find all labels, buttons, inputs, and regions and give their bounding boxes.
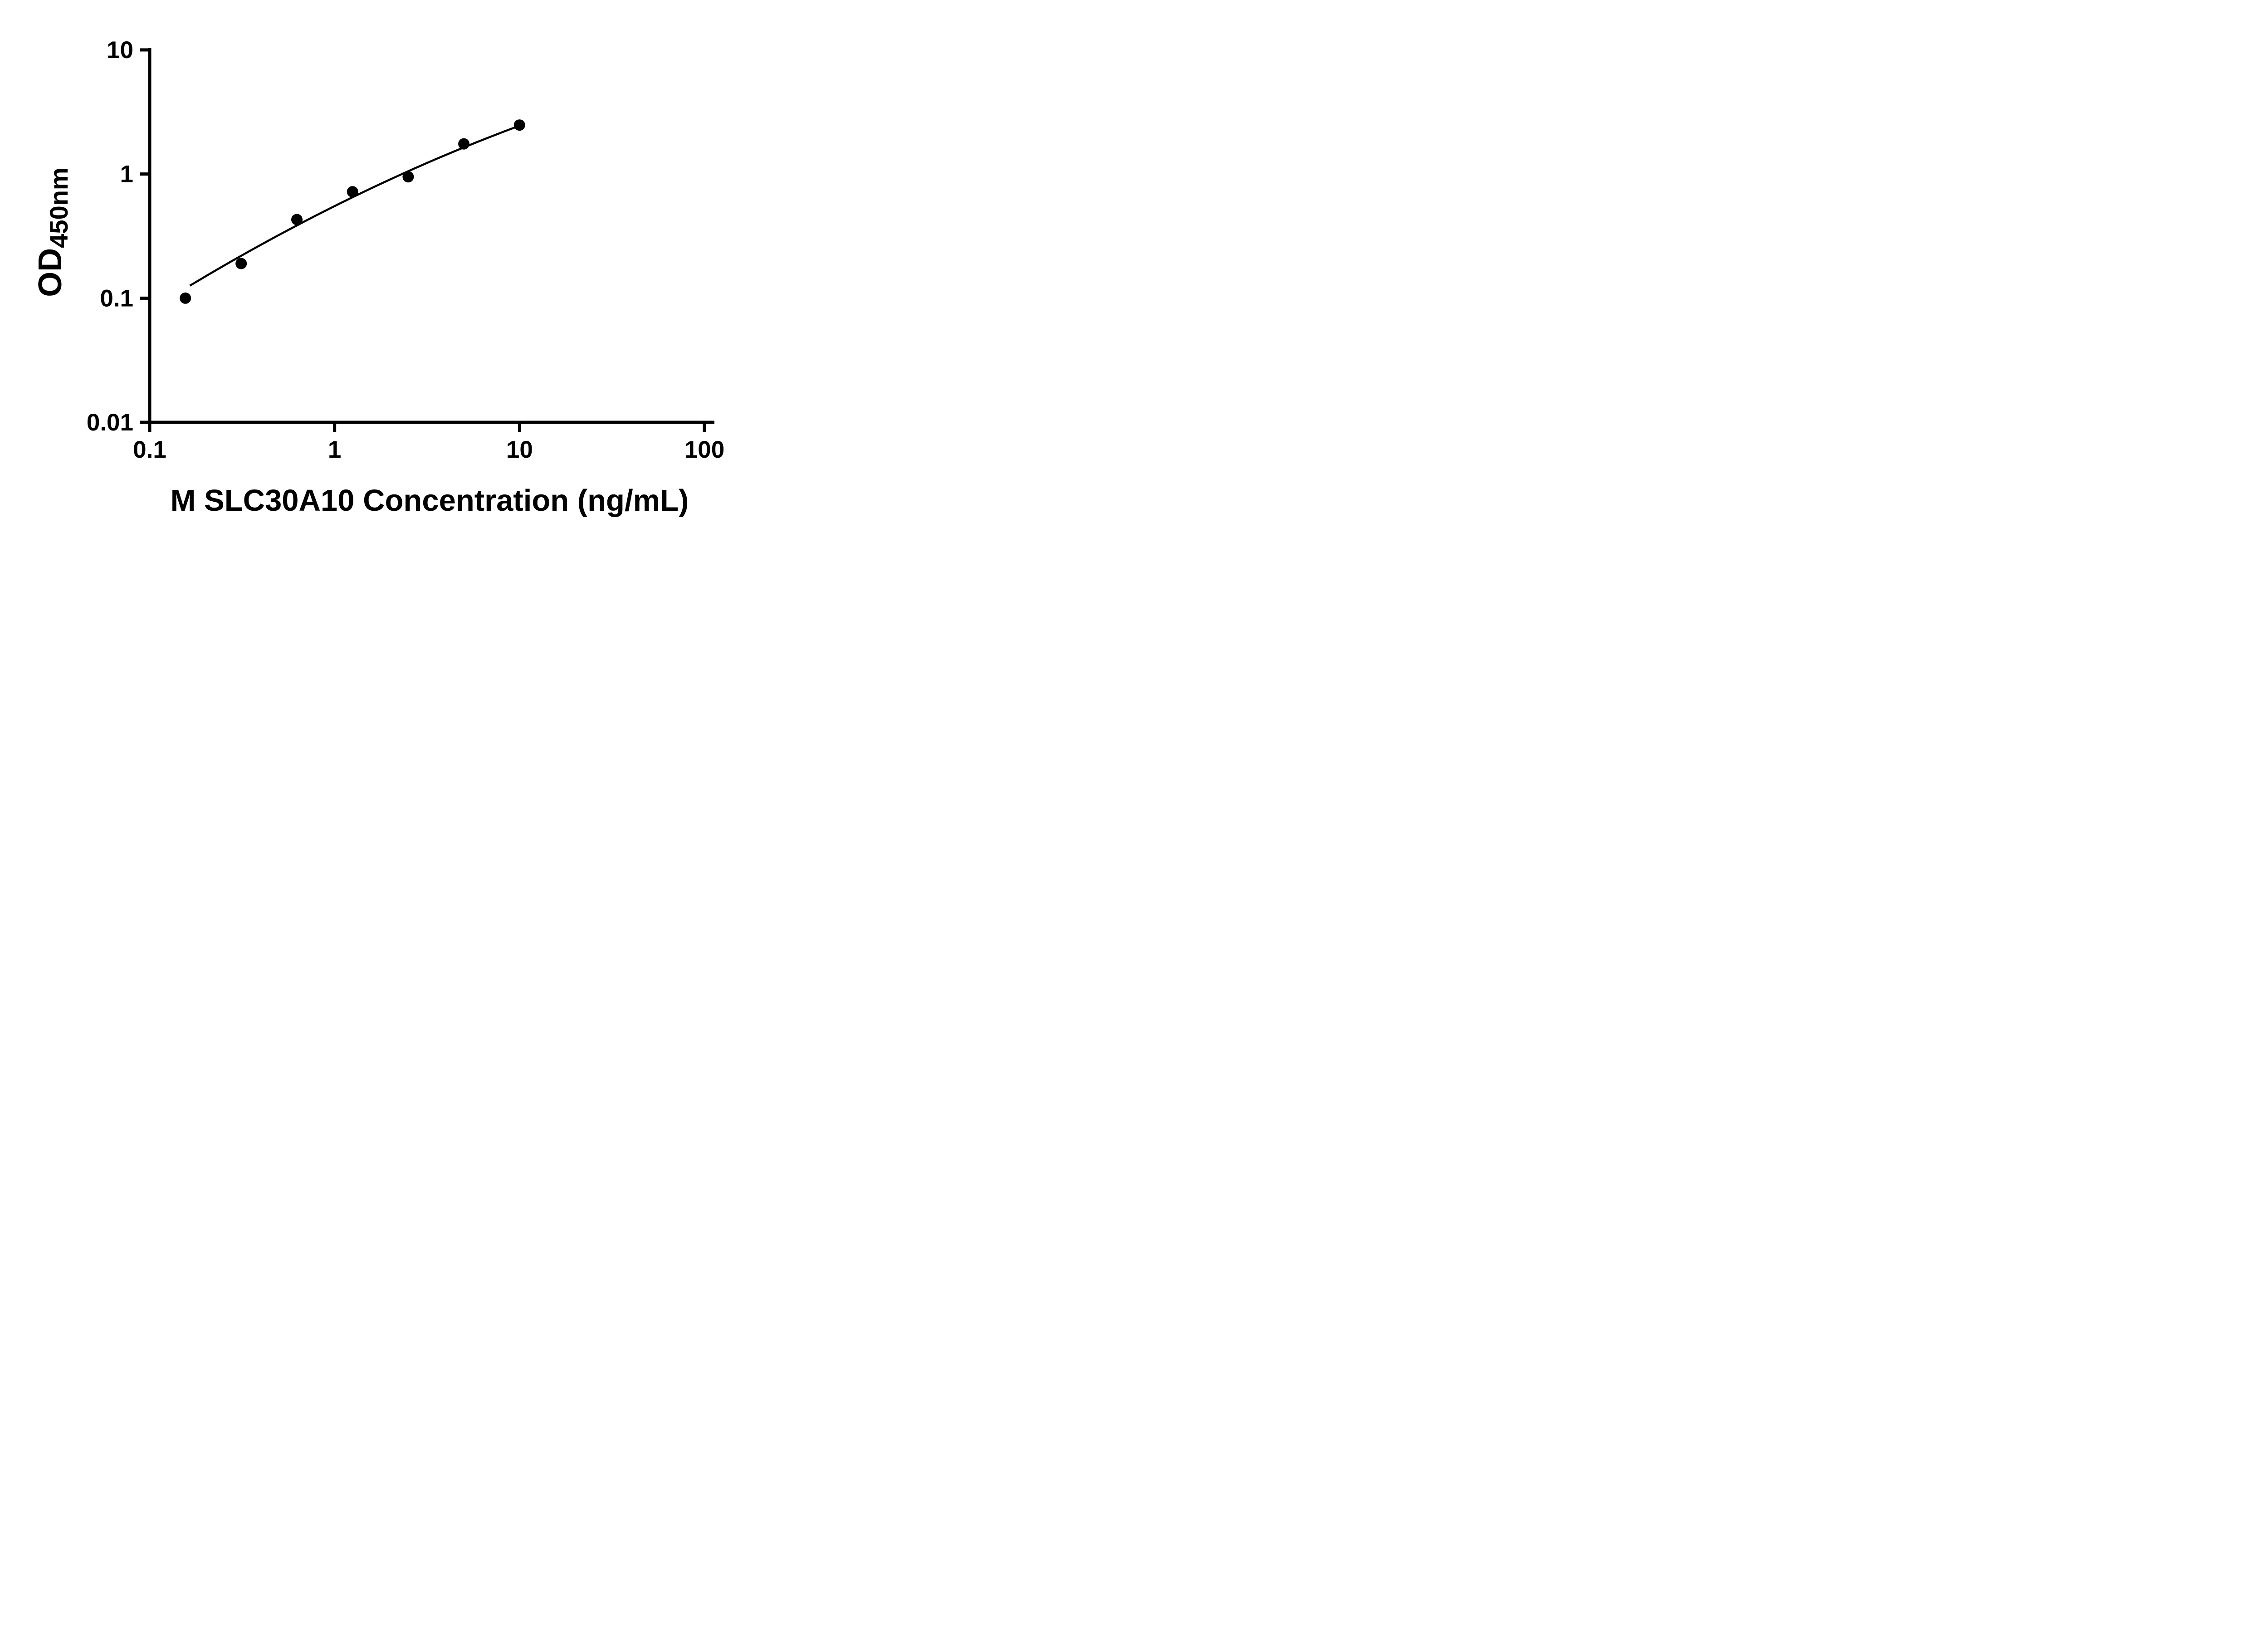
y-axis-title-main: OD xyxy=(32,248,68,297)
data-point xyxy=(235,258,247,269)
page: 0.1 1 10 100 10 1 0.1 0.01 M SLC30A10 Concentra… xyxy=(0,0,777,544)
y-tick-label: 0.1 xyxy=(100,285,133,312)
data-point xyxy=(458,138,470,150)
tick-marks xyxy=(140,48,706,432)
data-points xyxy=(180,119,525,304)
y-tick-label: 0.01 xyxy=(87,409,133,436)
x-tick-label: 1 xyxy=(328,436,341,463)
data-point xyxy=(180,292,191,304)
data-point xyxy=(347,186,358,198)
y-axis-title: OD450nm xyxy=(32,167,73,297)
data-point xyxy=(291,214,303,225)
x-tick-label: 100 xyxy=(684,436,724,463)
x-tick-label: 10 xyxy=(506,436,533,463)
axis-lines xyxy=(148,48,714,424)
elisa-standard-curve-figure: 0.1 1 10 100 10 1 0.1 0.01 M SLC30A10 Concentra… xyxy=(0,0,777,544)
axes xyxy=(148,48,714,424)
y-axis-title-subscript: 450nm xyxy=(44,167,73,248)
y-tick-label: 1 xyxy=(120,161,133,188)
x-tick-label: 0.1 xyxy=(133,436,166,463)
x-axis-title: M SLC30A10 Concentration (ng/mL) xyxy=(171,484,689,518)
data-point xyxy=(402,171,414,183)
data-point xyxy=(513,119,525,131)
y-tick-label: 10 xyxy=(107,37,133,64)
